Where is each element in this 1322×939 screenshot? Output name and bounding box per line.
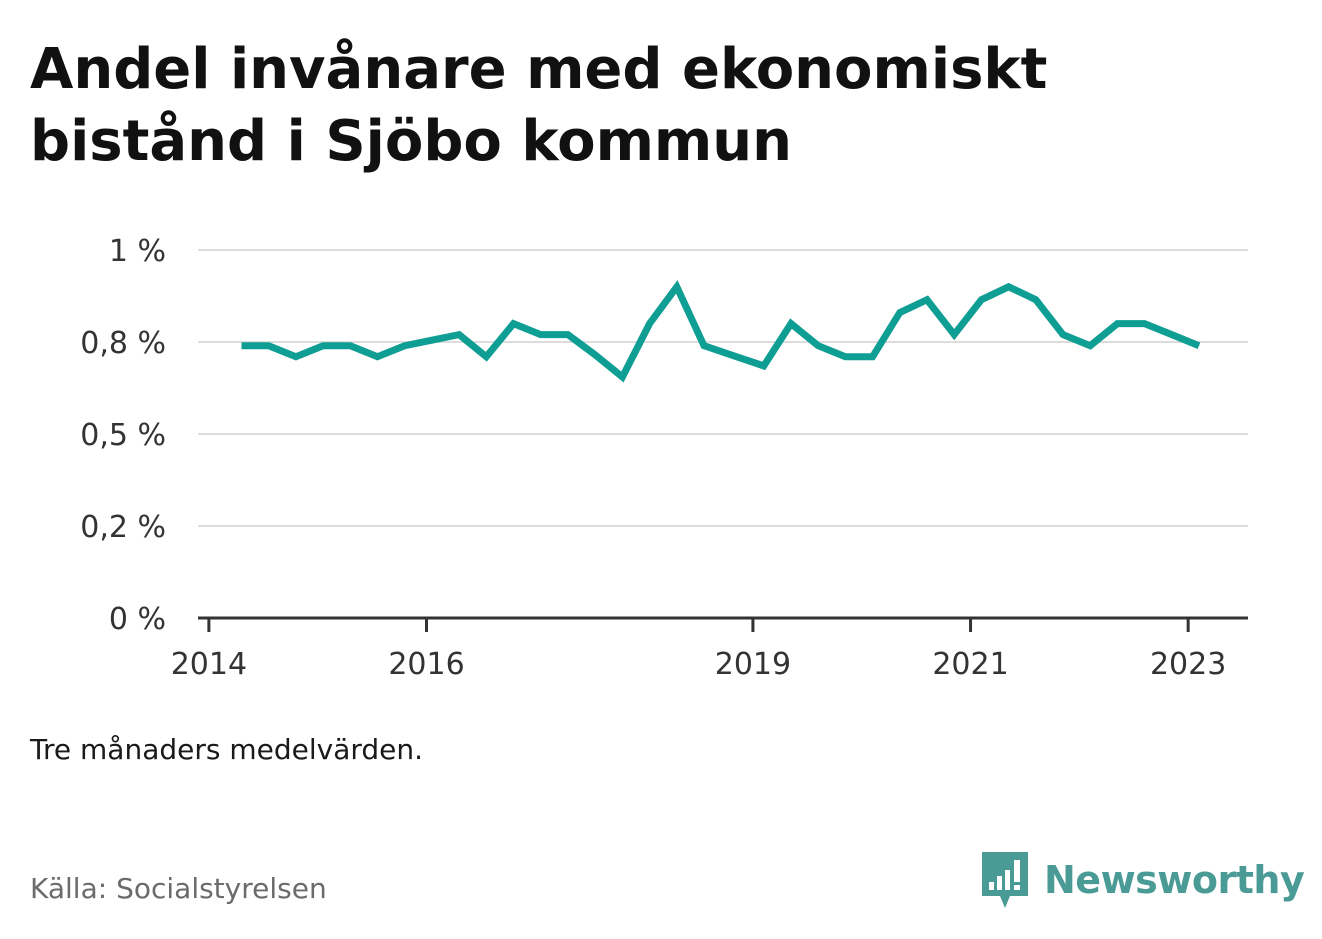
x-tick-label: 2021 [932,647,1008,682]
brand-logo[interactable]: Newsworthy [980,850,1305,910]
x-tick-label: 2014 [171,647,247,682]
x-tick-label: 2023 [1150,647,1226,682]
source-label: Källa: Socialstyrelsen [30,872,327,905]
line-chart: 0 %0,2 %0,5 %0,8 %1 % 2014 2016 2019 2021 20… [80,234,1248,682]
y-tick-label: 0,2 % [80,510,166,545]
x-tick-label: 2019 [715,647,791,682]
brand-name: Newsworthy [1044,858,1305,902]
newsworthy-logo-icon [982,852,1028,908]
y-axis-tick-labels: 0 % 0,2 % 0,5 % 0,8 % 1 % [80,234,166,637]
x-axis-ticks: 2014 2016 2019 2021 2023 [171,618,1226,682]
y-tick-label: 0,5 % [80,418,166,453]
chart-title: Andel invånare med ekonomiskt bistånd i … [30,37,1048,174]
y-tick-label: 0,8 % [80,326,166,361]
chart-note: Tre månaders medelvärden. [30,733,424,766]
series-line [241,279,1201,383]
grid-lines [198,249,1248,527]
series-group [241,279,1201,383]
y-tick-label: 0 % [109,602,166,637]
x-tick-label: 2016 [388,647,464,682]
y-tick-label: 1 % [109,234,166,269]
